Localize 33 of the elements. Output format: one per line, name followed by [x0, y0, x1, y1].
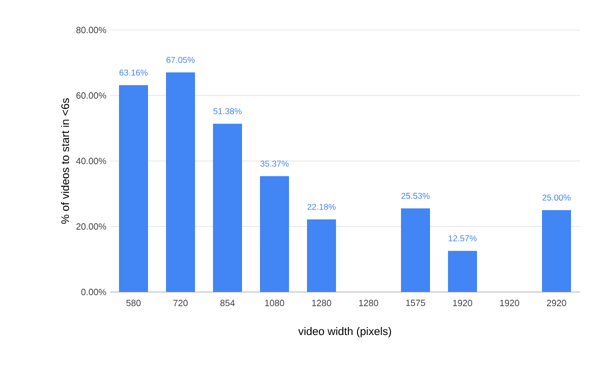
bar	[307, 219, 336, 292]
x-tick-label: 720	[173, 300, 188, 306]
x-tick-label: 580	[126, 300, 141, 306]
bar	[166, 72, 195, 292]
x-axis-title: video width (pixels)	[298, 327, 392, 338]
y-tick-label: 0.00%	[81, 288, 106, 296]
x-tick-label: 1080	[265, 300, 284, 306]
x-tick-label: 2920	[546, 300, 566, 306]
bar	[542, 210, 572, 292]
bar	[448, 250, 477, 292]
data-label: 63.16%	[120, 70, 148, 76]
x-tick-label: 1575	[406, 300, 426, 306]
bar	[119, 85, 148, 292]
bar	[260, 176, 290, 292]
data-label: 35.37%	[260, 160, 289, 167]
y-tick-label: 40.00%	[76, 158, 106, 164]
x-tick-label: 1920	[500, 300, 520, 306]
data-label: 51.38%	[213, 108, 242, 114]
y-tick-label: 20.00%	[76, 223, 106, 230]
x-tick-label: 1920	[453, 300, 472, 306]
data-label: 22.18%	[308, 204, 336, 210]
y-tick-label: 80.00%	[76, 26, 106, 34]
data-label: 12.57%	[448, 235, 477, 242]
x-tick-label: 854	[220, 300, 235, 306]
bar	[213, 124, 242, 292]
data-label: 25.00%	[542, 194, 571, 201]
data-label: 25.53%	[402, 192, 430, 199]
bar	[401, 208, 430, 292]
data-label: 67.05%	[166, 56, 195, 63]
y-axis-title: % of videos to start in <6s	[61, 98, 70, 224]
x-tick-label: 1280	[312, 300, 332, 306]
x-tick-label: 1280	[359, 300, 378, 306]
y-tick-label: 60.00%	[76, 92, 106, 99]
